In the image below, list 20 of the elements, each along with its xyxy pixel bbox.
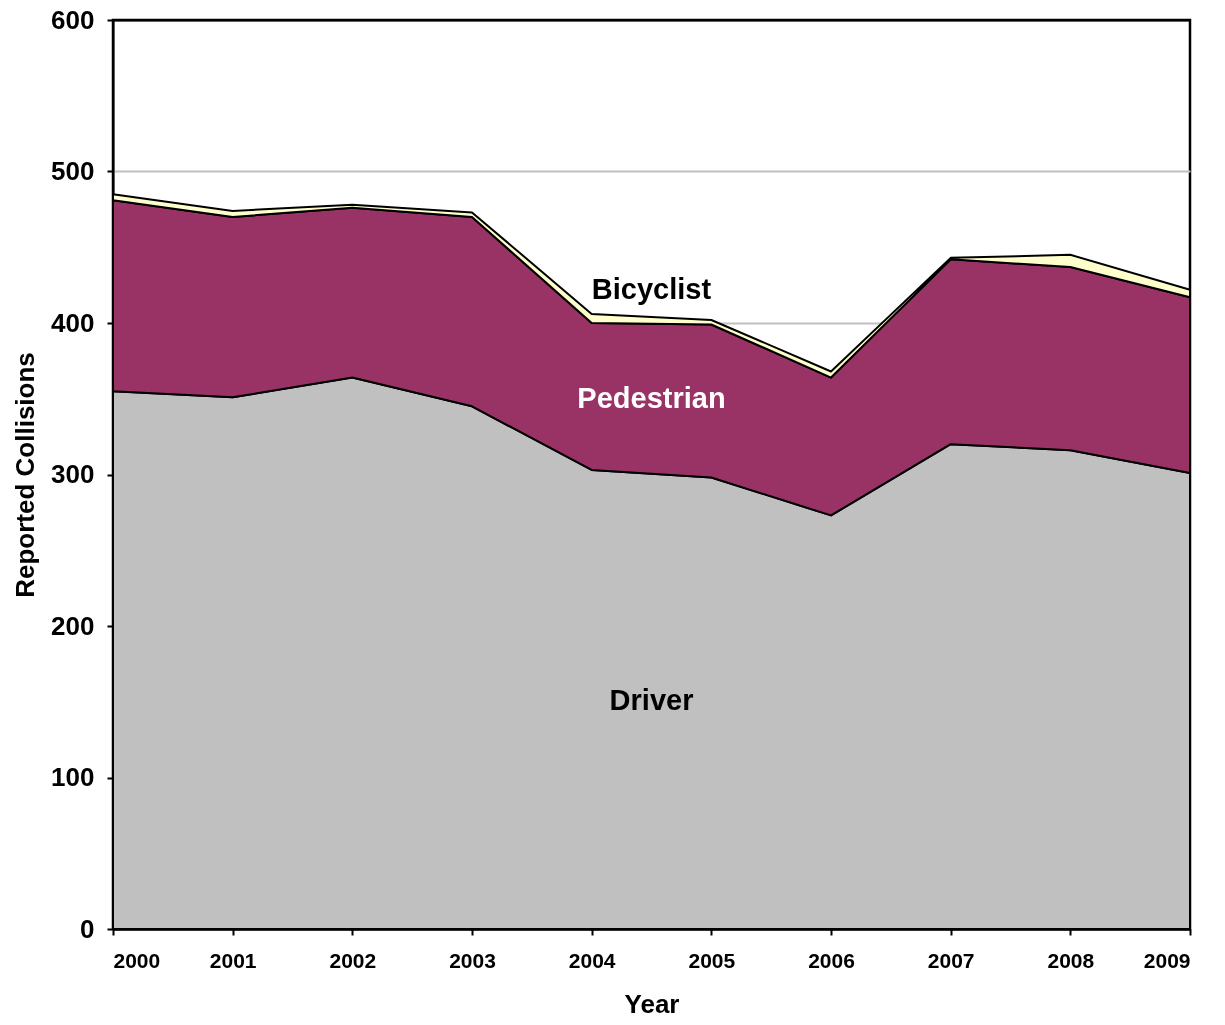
x-axis-title: Year <box>624 988 680 1019</box>
y-tick-label: 200 <box>51 610 95 641</box>
y-tick-label: 300 <box>51 459 95 489</box>
y-tick-label: 100 <box>51 762 95 792</box>
x-tick-label: 2004 <box>568 948 616 972</box>
y-tick-label: 600 <box>51 4 95 35</box>
x-tick-label: 2003 <box>449 948 496 972</box>
y-tick-label: 500 <box>51 156 95 186</box>
y-axis-title: Reported Collisions <box>10 352 41 598</box>
x-tick-label: 2000 <box>113 948 161 972</box>
x-tick-label: 2002 <box>329 948 377 972</box>
x-tick-label: 2001 <box>209 948 257 972</box>
series-label: Bicyclist <box>591 272 712 305</box>
y-tick-label: 400 <box>51 307 95 338</box>
x-tick-label: 2009 <box>1143 948 1191 972</box>
x-tick-label: 2006 <box>808 948 855 972</box>
x-tick-label: 2008 <box>1047 948 1095 972</box>
x-tick-label: 2007 <box>927 948 975 972</box>
y-tick-label: 0 <box>80 913 95 944</box>
x-tick-label: 2005 <box>688 948 736 972</box>
